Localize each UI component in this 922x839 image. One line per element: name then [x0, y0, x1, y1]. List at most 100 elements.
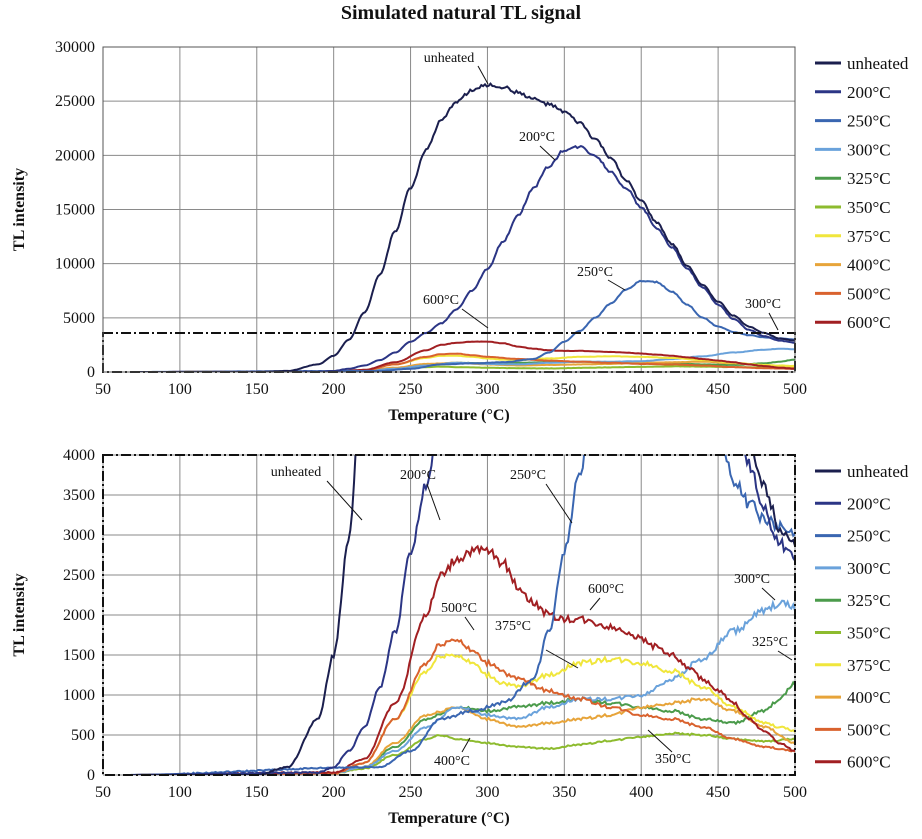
y-tick-label: 25000 — [55, 93, 95, 110]
annotation-leader — [545, 483, 573, 524]
annotation-label: 600°C — [423, 293, 459, 308]
annotation-label: unheated — [424, 51, 475, 66]
legend-label: 375°C — [847, 656, 891, 675]
x-tick-label: 250 — [399, 381, 423, 398]
x-tick-label: 400 — [629, 381, 653, 398]
y-tick-label: 15000 — [55, 202, 95, 219]
annotation-leader — [464, 616, 475, 631]
annotation-label: 200°C — [400, 468, 436, 483]
x-tick-label: 400 — [629, 784, 653, 801]
x-tick-label: 350 — [552, 784, 576, 801]
annotation-leader — [647, 729, 673, 753]
annotation-leader — [461, 308, 489, 329]
annotation-leader — [768, 312, 779, 331]
series-line-600c — [130, 544, 795, 775]
legend-label: 250°C — [847, 527, 891, 546]
x-tick-label: 450 — [706, 784, 730, 801]
legend-label: 600°C — [847, 313, 891, 332]
annotation-label: 400°C — [434, 754, 470, 769]
series-line-250c — [130, 455, 795, 775]
y-tick-label: 0 — [87, 767, 95, 784]
legend-label: 250°C — [847, 112, 891, 131]
y-tick-label: 0 — [87, 364, 95, 381]
legend-label: 300°C — [847, 559, 891, 578]
x-tick-label: 500 — [783, 381, 807, 398]
y-tick-label: 3500 — [63, 487, 95, 504]
annotation-label: 200°C — [519, 130, 555, 145]
legend-label: 375°C — [847, 227, 891, 246]
annotation-label: 600°C — [588, 582, 624, 597]
legend-label: unheated — [847, 462, 909, 481]
annotation-leader — [545, 649, 579, 669]
y-tick-label: 4000 — [63, 447, 95, 464]
annotation-label: 300°C — [734, 572, 770, 587]
y-tick-label: 1500 — [63, 647, 95, 664]
x-tick-label: 350 — [552, 381, 576, 398]
y-tick-label: 10000 — [55, 256, 95, 273]
y-tick-label: 2500 — [63, 567, 95, 584]
annotation-leader — [607, 279, 626, 291]
legend-label: 600°C — [847, 753, 891, 772]
x-tick-label: 50 — [95, 784, 111, 801]
y-tick-label: 1000 — [63, 687, 95, 704]
legend-label: 200°C — [847, 494, 891, 513]
x-tick-label: 150 — [245, 381, 269, 398]
annotation-label: 375°C — [495, 619, 531, 634]
x-tick-label: 100 — [168, 381, 192, 398]
x-tick-label: 100 — [168, 784, 192, 801]
annotation-label: 325°C — [752, 635, 788, 650]
y-tick-label: 500 — [71, 727, 95, 744]
y-tick-label: 20000 — [55, 147, 95, 164]
legend-label: 350°C — [847, 198, 891, 217]
y-axis-title: TL intensity — [11, 573, 28, 656]
annotation-label: 250°C — [510, 468, 546, 483]
legend-label: 325°C — [847, 169, 891, 188]
series-line-200c — [130, 455, 795, 775]
x-tick-label: 200 — [322, 784, 346, 801]
annotation-leader — [461, 737, 471, 753]
series-line-unheated — [130, 82, 795, 372]
x-tick-label: 150 — [245, 784, 269, 801]
lower-plot-border — [102, 454, 796, 776]
annotation-label: 250°C — [577, 265, 613, 280]
series-line-200c — [130, 144, 795, 372]
y-tick-label: 30000 — [55, 39, 95, 56]
series-line-300c — [130, 599, 795, 775]
annotation-label: 350°C — [655, 752, 691, 767]
y-tick-label: 5000 — [63, 310, 95, 327]
x-axis-title: Temperature (°C) — [388, 810, 509, 827]
annotation-leader — [426, 483, 441, 521]
x-tick-label: 200 — [322, 381, 346, 398]
x-tick-label: 250 — [399, 784, 423, 801]
annotation-leader — [326, 480, 363, 521]
x-tick-label: 300 — [475, 381, 499, 398]
annotation-label: unheated — [271, 465, 322, 480]
upper-panel: 50 100 150 200 250 300 350 400 450 50005000100001… — [11, 39, 909, 424]
y-tick-label: 2000 — [63, 607, 95, 624]
y-tick-label: 3000 — [63, 527, 95, 544]
legend-label: unheated — [847, 54, 909, 73]
annotation-label: 300°C — [745, 297, 781, 312]
x-tick-label: 50 — [95, 381, 111, 398]
x-tick-label: 450 — [706, 381, 730, 398]
x-axis-title: Temperature (°C) — [388, 407, 509, 424]
annotation-leader — [539, 145, 556, 161]
legend-label: 200°C — [847, 83, 891, 102]
legend-label: 350°C — [847, 624, 891, 643]
legend-label: 500°C — [847, 720, 891, 739]
annotation-leader — [761, 587, 776, 601]
annotation-leader — [589, 597, 601, 611]
legend-label: 400°C — [847, 256, 891, 275]
x-tick-label: 300 — [475, 784, 499, 801]
lower-panel: 50 100 150 200 250 300 350 400 450 500 0 500 1000 150… — [11, 447, 909, 827]
upper-plot-border — [102, 46, 796, 373]
legend-label: 300°C — [847, 140, 891, 159]
annotation-leader — [477, 65, 489, 85]
legend-label: 500°C — [847, 284, 891, 303]
y-axis-title: TL intensity — [11, 168, 28, 251]
x-tick-label: 500 — [783, 784, 807, 801]
annotation-leader — [777, 650, 793, 661]
annotation-label: 500°C — [441, 601, 477, 616]
chart-title: Simulated natural TL signal — [340, 2, 582, 24]
